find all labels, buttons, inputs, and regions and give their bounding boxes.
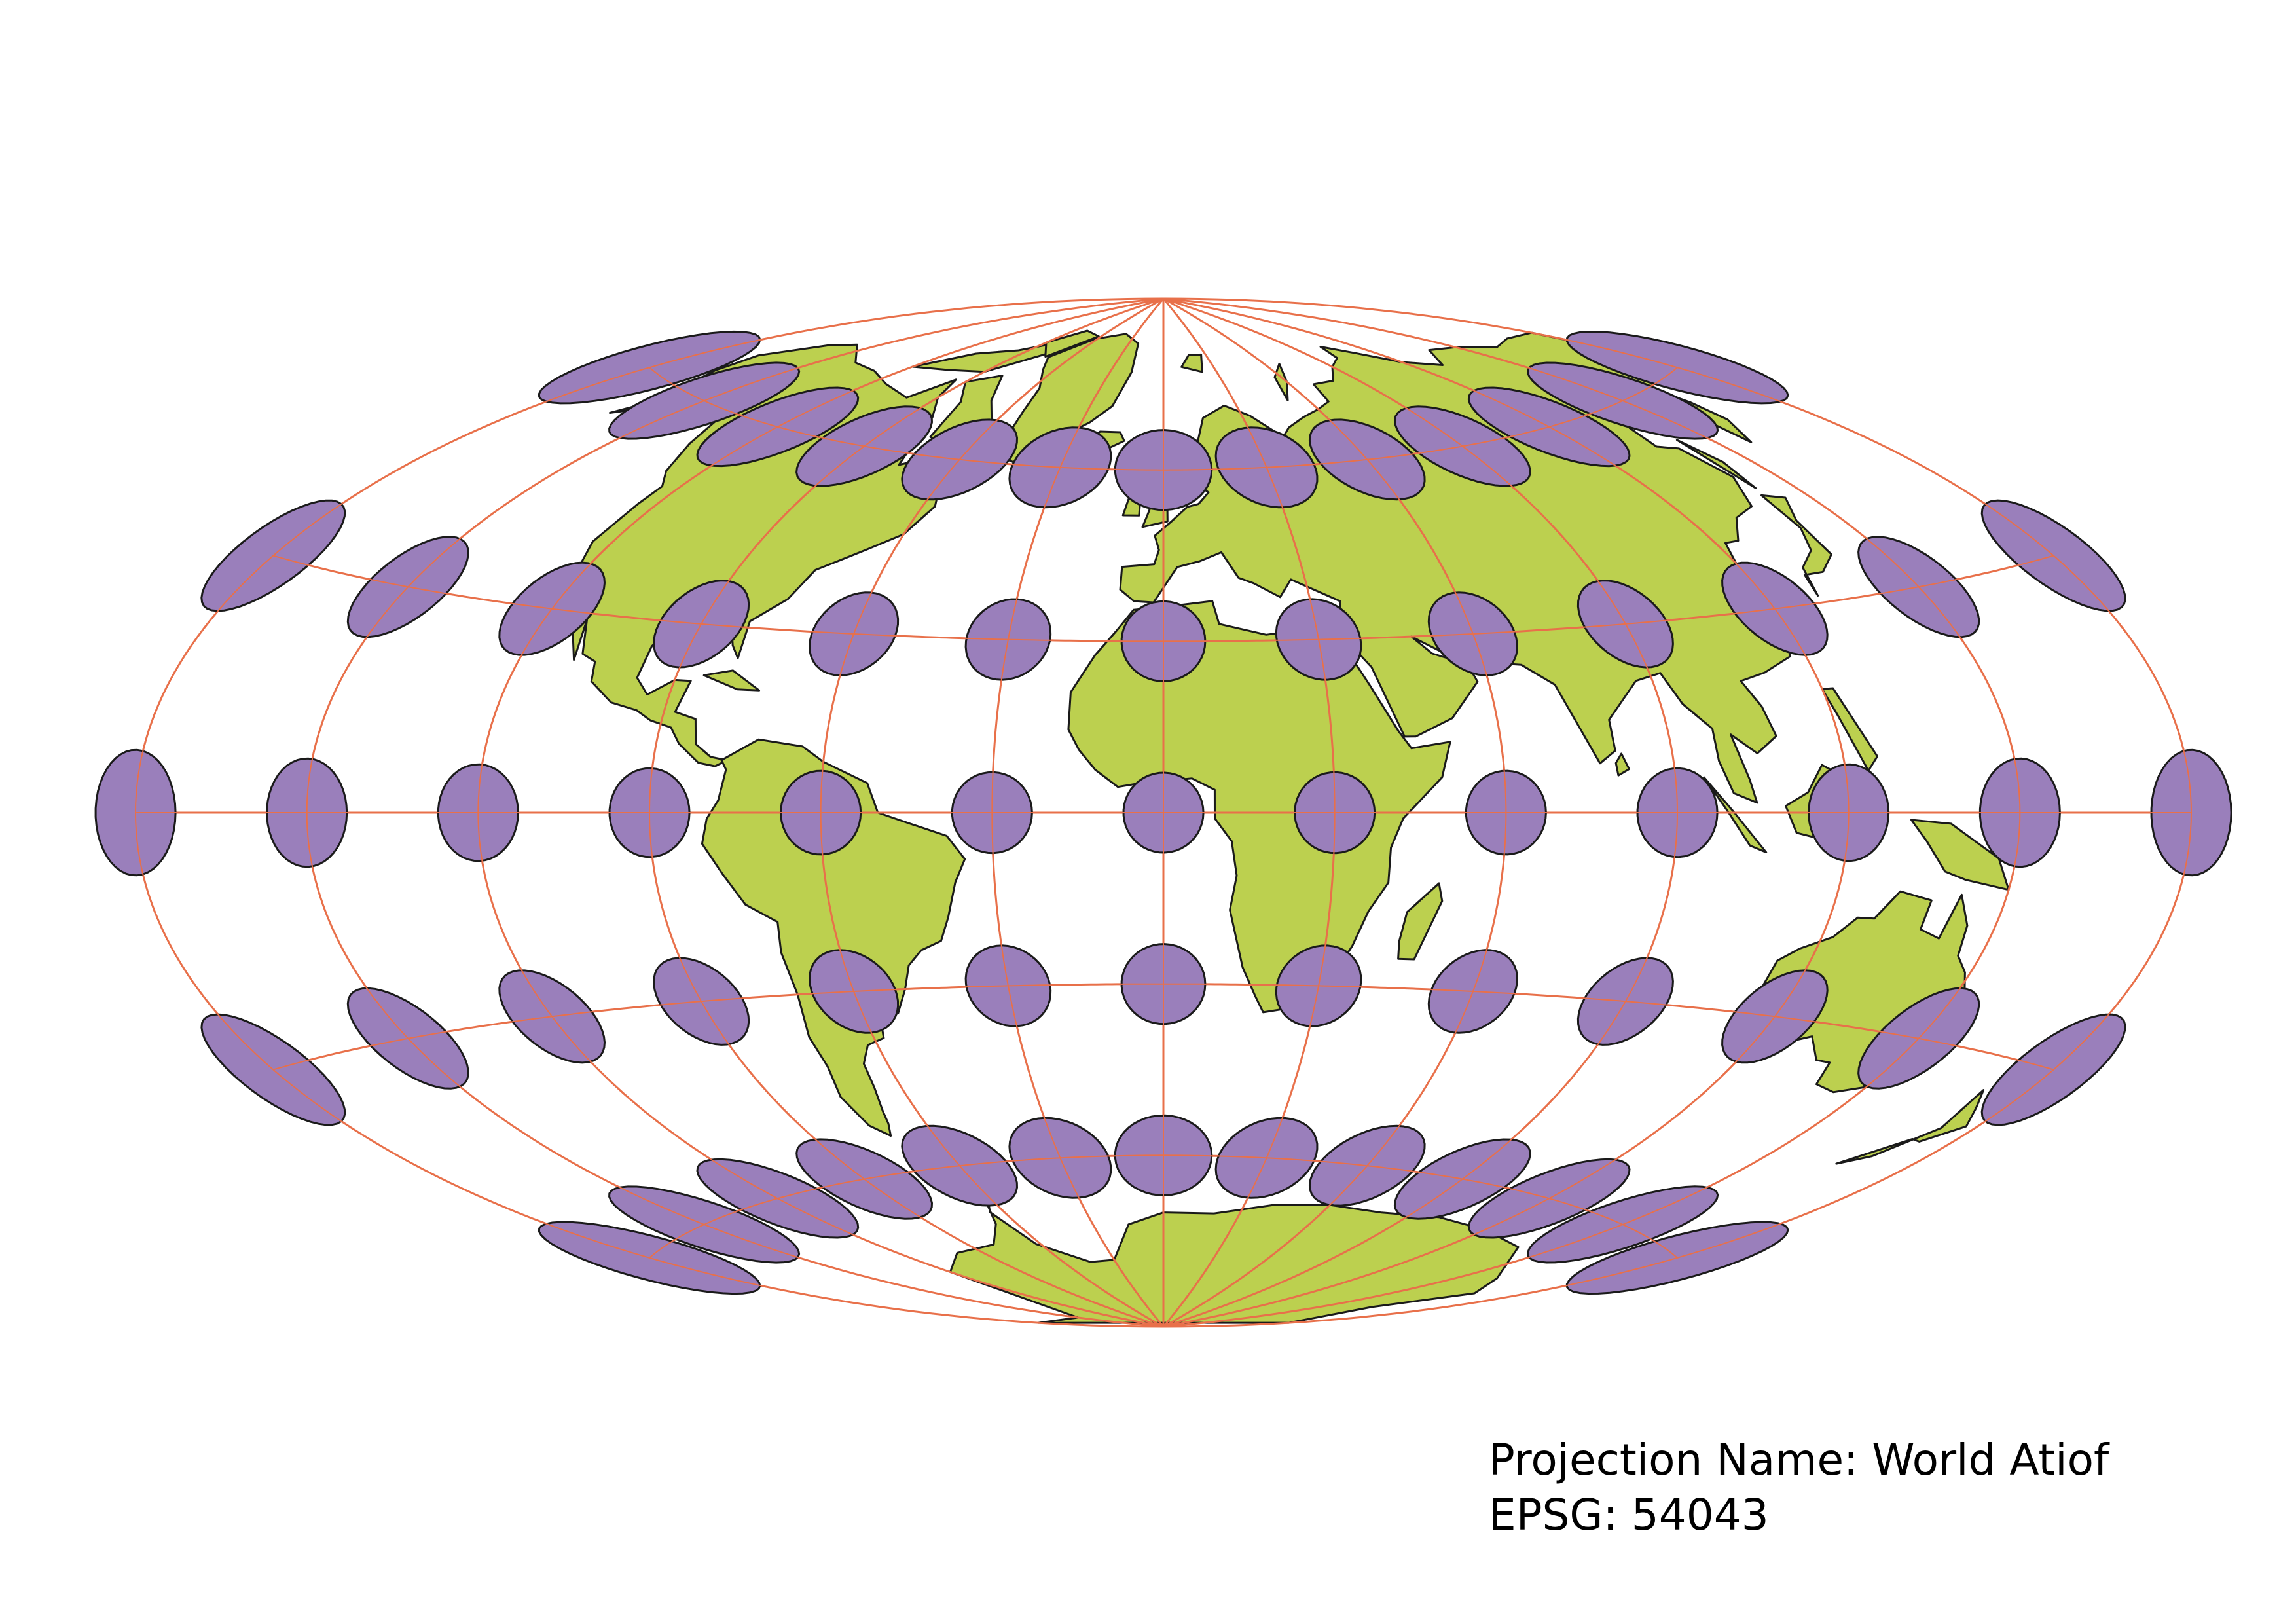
epsg-label: EPSG: 54043 [1489, 1490, 1769, 1540]
landmass-novaya-zemlya [1273, 362, 1289, 401]
landmass-new-guinea [1910, 819, 2010, 891]
landmass-new-zealand [1835, 1089, 1985, 1165]
projection-name-label: Projection Name: World Atiof [1489, 1435, 2109, 1485]
landmass-sakhalin-kamchatka [1675, 439, 1757, 489]
graticule-overlay [134, 298, 2193, 1327]
landmass-sumatra [1703, 776, 1768, 854]
parallel-line [649, 1154, 1678, 1259]
map-caption: Projection Name: World Atiof EPSG: 54043 [1489, 1433, 2109, 1543]
landmass-south-america [701, 738, 966, 1137]
parallel-line [273, 555, 2054, 642]
landmass-cuba [702, 669, 760, 692]
landmass-sri-lanka [1614, 752, 1630, 777]
parallel-line [649, 367, 1678, 471]
landmass-philippines [1821, 687, 1878, 772]
landmass-antarctica [949, 1187, 1520, 1324]
landmass-madagascar [1397, 882, 1444, 961]
landmass-svalbard [1180, 353, 1203, 373]
landmass-japan [1760, 494, 1832, 597]
parallel-line [273, 983, 2054, 1071]
landmass-ellesmere [1044, 329, 1100, 358]
